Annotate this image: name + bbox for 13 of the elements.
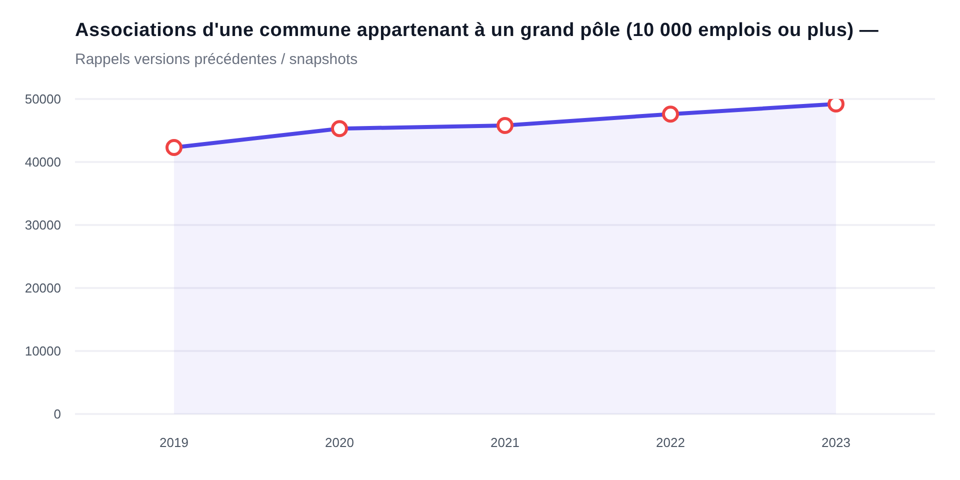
x-tick-label: 2021 — [490, 435, 520, 450]
x-tick-label: 2020 — [325, 435, 354, 450]
y-tick-label: 40000 — [24, 154, 61, 170]
y-tick-label: 50000 — [24, 92, 61, 107]
chart-title: Associations d'une commune appartenant à un grand pôle (10 000 emplois ou plus) — — [75, 20, 879, 42]
x-tick-label: 2022 — [656, 435, 685, 450]
y-tick-label: 0 — [54, 406, 61, 422]
x-tick-label: 2019 — [160, 435, 188, 450]
y-tick-label: 30000 — [24, 218, 61, 233]
chart-subtitle: Rappels versions précédentes / snapshots — [75, 51, 358, 68]
y-tick-label: 20000 — [24, 280, 61, 296]
y-tick-label: 10000 — [24, 344, 61, 359]
x-tick-label: 2023 — [822, 435, 850, 450]
